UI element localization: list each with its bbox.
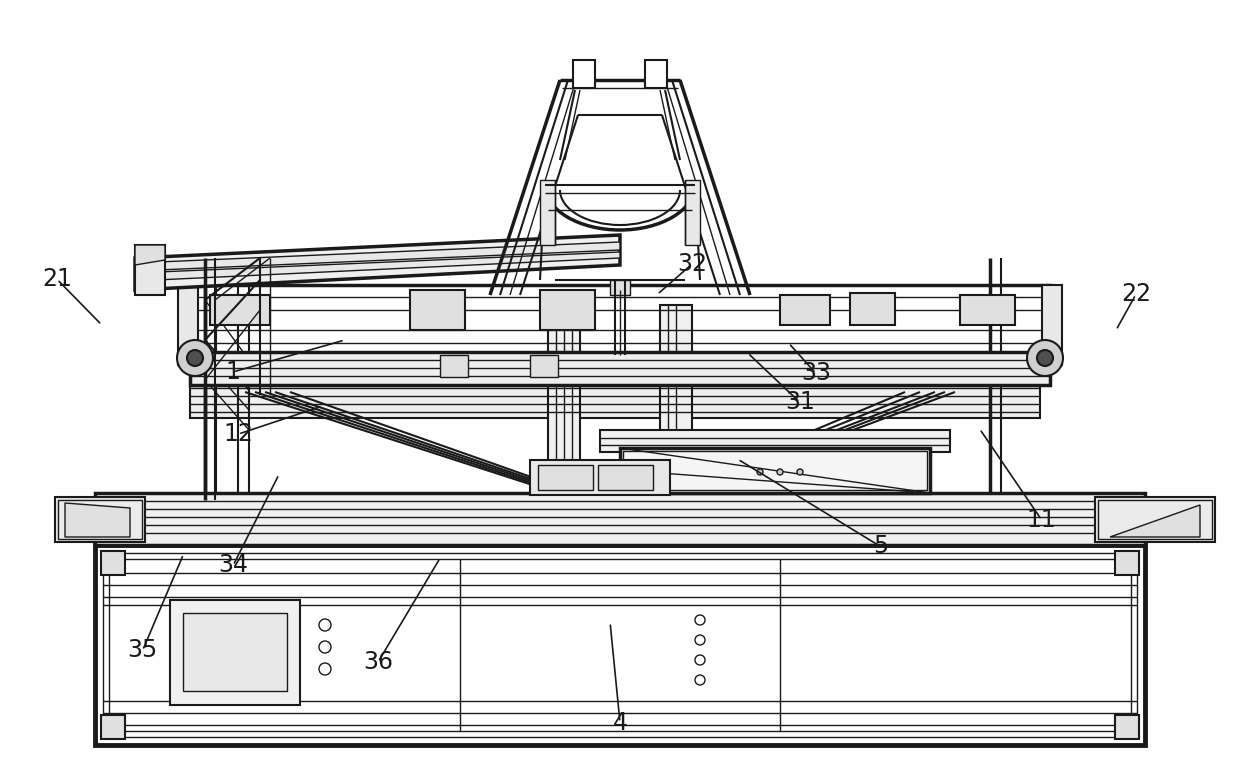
Bar [849, 293, 895, 325]
Text: 36: 36 [363, 650, 393, 674]
Circle shape [756, 469, 763, 475]
Circle shape [319, 619, 331, 631]
Polygon shape [135, 235, 620, 290]
Bar [600, 430, 950, 452]
Bar [55, 497, 145, 542]
Bar [622, 451, 928, 490]
Bar [410, 290, 465, 330]
Text: 32: 32 [677, 252, 707, 276]
Circle shape [694, 635, 706, 645]
Bar [58, 500, 143, 539]
Bar [109, 559, 1131, 731]
Circle shape [319, 663, 331, 675]
Bar [1095, 497, 1215, 542]
Bar [780, 295, 830, 325]
Bar [960, 295, 1016, 325]
Text: 22: 22 [1121, 282, 1151, 307]
Circle shape [694, 655, 706, 665]
Bar [1042, 285, 1061, 365]
Text: 34: 34 [218, 553, 248, 578]
Circle shape [797, 469, 804, 475]
Text: 4: 4 [613, 710, 627, 735]
Bar [660, 305, 692, 493]
Bar [95, 493, 1145, 545]
Polygon shape [64, 503, 130, 537]
Bar [529, 355, 558, 377]
Bar [135, 245, 165, 295]
Circle shape [187, 350, 203, 366]
Circle shape [694, 675, 706, 685]
Polygon shape [135, 245, 165, 265]
Bar [440, 355, 467, 377]
Text: 5: 5 [873, 534, 888, 559]
Bar [548, 305, 580, 493]
Bar [598, 465, 653, 490]
Bar [573, 60, 595, 88]
Circle shape [777, 469, 782, 475]
Text: 35: 35 [128, 638, 157, 663]
Text: 11: 11 [1027, 508, 1056, 532]
Bar [645, 60, 667, 88]
Polygon shape [1110, 505, 1200, 537]
Circle shape [319, 641, 331, 653]
Bar [190, 285, 1050, 355]
Bar [610, 280, 630, 295]
Bar [539, 290, 595, 330]
Polygon shape [135, 242, 620, 271]
Text: 12: 12 [223, 422, 253, 446]
Polygon shape [135, 252, 620, 281]
Text: 1: 1 [226, 360, 241, 384]
Circle shape [1027, 340, 1063, 376]
Bar [620, 448, 930, 493]
Text: 31: 31 [785, 390, 815, 414]
Bar [100, 551, 125, 575]
Bar [190, 352, 1050, 385]
Text: 21: 21 [42, 267, 72, 291]
Bar [103, 553, 1137, 737]
Circle shape [694, 615, 706, 625]
Bar [1097, 500, 1211, 539]
Bar [170, 600, 300, 705]
Bar [1115, 551, 1140, 575]
Bar [95, 545, 1145, 745]
Bar [190, 380, 1040, 418]
Bar [210, 295, 270, 325]
Bar [538, 465, 593, 490]
Bar [100, 715, 125, 739]
Bar [179, 285, 198, 365]
Bar [184, 613, 286, 691]
Circle shape [1037, 350, 1053, 366]
Bar [529, 460, 670, 495]
Circle shape [177, 340, 213, 376]
Text: 33: 33 [801, 361, 831, 386]
Bar [539, 180, 556, 245]
Bar [1115, 715, 1140, 739]
Bar [684, 180, 701, 245]
